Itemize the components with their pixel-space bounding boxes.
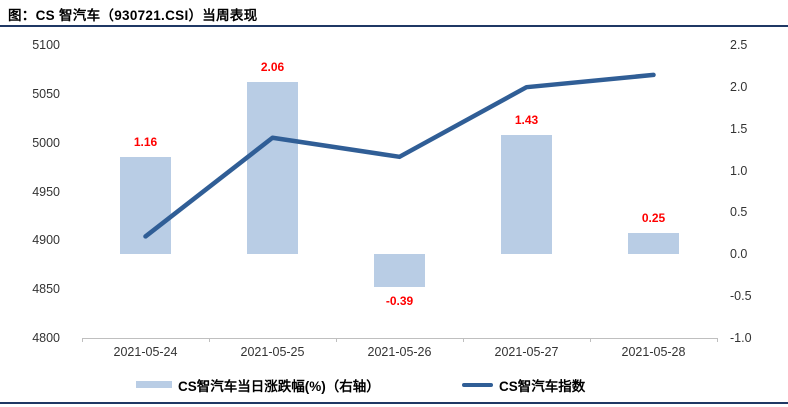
line-series-swatch-icon	[462, 382, 493, 387]
right-axis-tick-label: 1.0	[730, 163, 748, 178]
bar-value-label: 1.43	[514, 112, 539, 127]
left-axis-tick-label: 4850	[32, 282, 60, 297]
right-axis-tick-label: 0.0	[730, 247, 748, 262]
x-axis-category-label: 2021-05-26	[367, 345, 432, 359]
bar-value-label: -0.39	[385, 293, 414, 308]
bar-series-swatch-icon	[136, 381, 172, 388]
right-axis-tick-label: 2.0	[730, 79, 748, 94]
x-axis-tick	[463, 338, 464, 342]
legend-item-line-series: CS智汽车指数	[462, 377, 586, 394]
left-axis-tick-label: 5050	[32, 86, 60, 101]
x-axis-line	[82, 338, 718, 339]
bar-value-label: 2.06	[260, 59, 285, 74]
x-axis-tick	[717, 338, 718, 342]
x-axis-tick	[209, 338, 210, 342]
x-axis-category-label: 2021-05-24	[113, 345, 178, 359]
bar	[374, 254, 425, 287]
right-axis-tick-label: -0.5	[730, 289, 752, 304]
x-axis-tick	[336, 338, 337, 342]
left-axis-tick-label: 4800	[32, 331, 60, 345]
x-axis-category-label: 2021-05-25	[240, 345, 305, 359]
left-axis-tick-label: 5100	[32, 38, 60, 52]
bar	[628, 233, 679, 255]
bar-value-label: 1.16	[133, 135, 158, 150]
index-line-series	[143, 72, 656, 239]
title-divider	[0, 25, 788, 27]
bar-value-label: 0.25	[641, 211, 666, 226]
figure-title: 图：CS 智汽车（930721.CSI）当周表现	[8, 8, 258, 23]
right-axis-tick-label: 0.5	[730, 205, 748, 220]
left-axis-tick-label: 4950	[32, 184, 60, 199]
bar	[247, 81, 298, 255]
right-axis-tick-label: 2.5	[730, 38, 748, 52]
bar-series-label: CS智汽车当日涨跌幅(%)（右轴）	[178, 378, 380, 394]
bottom-divider	[0, 402, 788, 404]
legend-item-bar-series: CS智汽车当日涨跌幅(%)（右轴）	[136, 377, 380, 394]
right-axis-tick-label: 1.5	[730, 121, 748, 136]
left-axis-tick-label: 4900	[32, 233, 60, 248]
line-series-label: CS智汽车指数	[499, 378, 586, 394]
x-axis-tick	[590, 338, 591, 342]
index-line	[143, 72, 656, 239]
x-axis-category-label: 2021-05-28	[621, 345, 686, 359]
left-axis-tick-label: 5000	[32, 135, 60, 150]
x-axis-category-label: 2021-05-27	[494, 345, 559, 359]
bar	[501, 134, 552, 255]
right-axis-tick-label: -1.0	[730, 331, 752, 345]
x-axis-tick	[82, 338, 83, 342]
